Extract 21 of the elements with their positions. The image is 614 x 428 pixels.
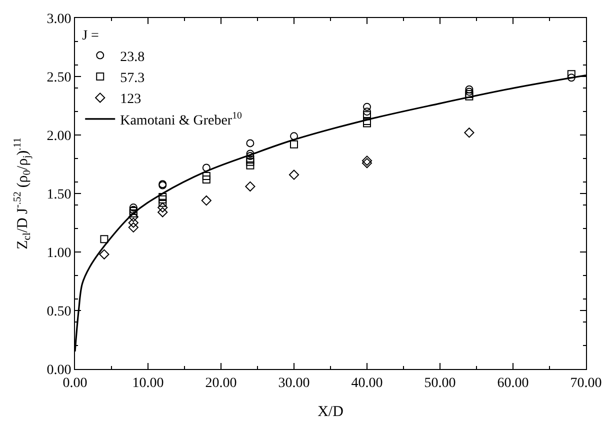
y-tick-label: 2.50 [46, 70, 72, 86]
y-tick-label: 1.50 [46, 187, 72, 202]
y-tick-label: 0.50 [46, 304, 72, 320]
y-tick-label: 0.00 [46, 362, 72, 378]
y-tick-label: 2.00 [46, 128, 72, 144]
x-tick-label: 0.00 [62, 376, 88, 391]
x-tick-label: 50.00 [424, 376, 456, 391]
x-tick-label: 20.00 [205, 376, 237, 391]
x-tick-label: 30.00 [278, 376, 310, 391]
x-tick-label: 40.00 [351, 376, 383, 391]
legend-label: 57.3 [120, 70, 145, 86]
legend-label: 23.8 [120, 50, 145, 65]
x-tick-label: 60.00 [497, 376, 529, 391]
legend-label: 123 [120, 92, 142, 108]
legend-title: J = [82, 28, 100, 44]
x-tick-label: 10.00 [132, 376, 164, 391]
y-tick-label: 3.00 [46, 12, 72, 27]
legend-label: Kamotani & Greber$^{10}$ [120, 110, 242, 128]
x-tick-label: 70.00 [570, 376, 602, 391]
x-axis-title: X/D [318, 404, 344, 420]
y-tick-label: 1.00 [46, 246, 72, 261]
